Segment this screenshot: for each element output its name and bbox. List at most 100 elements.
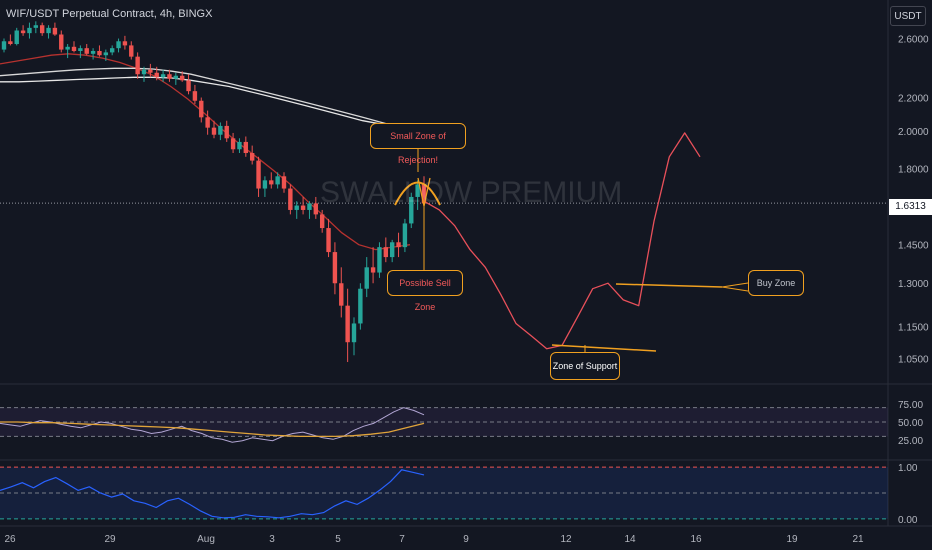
candle-body <box>262 180 268 189</box>
candle-body <box>52 27 58 35</box>
time-tick-label: 14 <box>624 534 636 545</box>
current-price-label: 1.6313 <box>889 199 932 215</box>
candle-body <box>358 288 363 324</box>
candle-body <box>20 30 26 34</box>
time-tick-label: 19 <box>786 534 798 545</box>
buy-annotation-text: Buy Zone <box>756 278 796 288</box>
candle-body <box>211 127 217 135</box>
candle-body <box>8 41 13 45</box>
candle-body <box>59 34 64 50</box>
candle-body <box>269 180 274 185</box>
candle-body <box>275 176 280 185</box>
projection-path <box>423 132 701 350</box>
time-tick-label: Aug <box>197 534 215 545</box>
candle-body <box>402 223 408 248</box>
candle-body <box>415 184 420 197</box>
candle-body <box>122 41 128 46</box>
moving-average-line <box>0 67 421 132</box>
time-tick-label: 29 <box>104 534 116 545</box>
rejection-annotation: Small Zone of Rejection! <box>370 123 466 165</box>
osc1-tick-label: 50.00 <box>898 418 923 429</box>
candle-body <box>345 305 350 343</box>
rejection-arc <box>394 181 441 206</box>
osc1-line <box>0 407 425 443</box>
candle-body <box>97 50 102 56</box>
moving-average-line <box>0 76 421 132</box>
candle-body <box>205 117 210 128</box>
candle-body <box>326 228 331 253</box>
candle-body <box>90 50 96 54</box>
candle-body <box>71 46 77 51</box>
candle-body <box>179 75 185 81</box>
candle-body <box>167 74 172 79</box>
osc2-tick-label: 1.00 <box>898 463 918 474</box>
candle-body <box>396 242 401 248</box>
candle-body <box>307 203 312 210</box>
candle-body <box>14 30 19 45</box>
watermark: SWALLOW PREMIUM <box>320 176 623 209</box>
candle-body <box>230 138 236 150</box>
candle-body <box>370 267 376 273</box>
candle-body <box>186 80 191 92</box>
candle-body <box>351 323 357 343</box>
price-tick-label: 2.0000 <box>898 127 929 138</box>
time-tick-label: 9 <box>463 534 469 545</box>
buy-connector <box>721 282 749 292</box>
candle-body <box>84 48 89 54</box>
support-annotation: Zone of Support <box>550 352 620 380</box>
time-tick-label: 7 <box>399 534 405 545</box>
candle-body <box>135 56 140 75</box>
price-tick-label: 1.1500 <box>898 323 929 334</box>
sell-annotation-text: Possible Sell Zone <box>399 278 451 312</box>
candle-body <box>409 196 414 224</box>
candle-body <box>78 48 83 51</box>
candle-body <box>218 125 223 135</box>
time-tick-label: 26 <box>4 534 16 545</box>
osc1-tick-label: 25.00 <box>898 436 923 447</box>
candle-body <box>116 41 121 49</box>
candle-body <box>319 214 325 229</box>
candle-body <box>288 188 293 210</box>
candle-body <box>389 242 395 258</box>
candle-body <box>224 125 229 139</box>
candle-body <box>173 75 179 79</box>
candle-body <box>199 100 204 118</box>
candle-body <box>192 91 198 101</box>
sell-annotation: Possible Sell Zone <box>387 270 463 312</box>
candle-body <box>421 184 427 204</box>
price-tick-label: 1.4500 <box>898 241 929 252</box>
time-tick-label: 5 <box>335 534 341 545</box>
candle-body <box>27 27 32 34</box>
time-tick-label: 3 <box>269 534 275 545</box>
currency-button[interactable]: USDT <box>890 6 926 26</box>
price-tick-label: 1.8000 <box>898 164 929 175</box>
candle-body <box>313 203 319 215</box>
candle-body <box>109 48 115 53</box>
candle-body <box>39 25 45 34</box>
candle-body <box>377 247 382 273</box>
rejection-annotation-text: Small Zone of Rejection! <box>390 131 446 165</box>
osc2-tick-label: 0.00 <box>898 515 918 526</box>
candle-body <box>103 52 109 56</box>
candle-body <box>160 74 166 78</box>
osc1-signal-line <box>0 421 425 438</box>
candle-body <box>148 69 153 73</box>
price-tick-label: 2.6000 <box>898 35 929 46</box>
candle-body <box>243 141 249 154</box>
candle-body <box>256 160 261 189</box>
candle-body <box>154 72 159 78</box>
candle-body <box>294 205 299 210</box>
candle-body <box>46 27 51 34</box>
candle-body <box>65 46 70 50</box>
candle-body <box>364 267 369 289</box>
time-tick-label: 21 <box>852 534 864 545</box>
osc2-line <box>0 469 425 519</box>
price-tick-label: 2.2000 <box>898 94 929 105</box>
candle-body <box>339 283 344 306</box>
moving-average-line <box>0 53 411 251</box>
support-annotation-text: Zone of Support <box>552 361 618 371</box>
buy-annotation: Buy Zone <box>748 270 804 296</box>
time-tick-label: 12 <box>560 534 572 545</box>
